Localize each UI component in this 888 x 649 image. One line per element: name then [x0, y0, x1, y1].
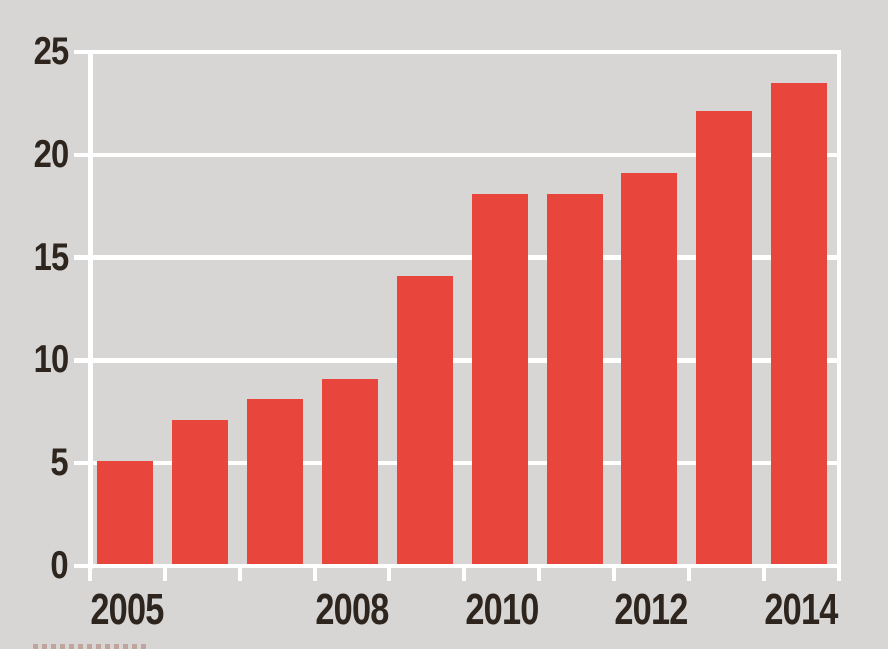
- x-tick: [387, 568, 392, 581]
- bar-2011: [546, 193, 603, 564]
- x-tick: [537, 568, 542, 581]
- x-tick: [836, 568, 841, 581]
- x-tick-label-2012: 2012: [614, 585, 689, 634]
- y-tick-label-25: 25: [33, 30, 69, 73]
- y-tick-label-5: 5: [50, 441, 69, 485]
- x-tick: [162, 568, 167, 581]
- x-tick: [462, 568, 467, 581]
- bar-2010: [471, 193, 528, 564]
- gridline-0: [74, 563, 841, 569]
- x-tick: [237, 568, 242, 581]
- y-tick-label-10: 10: [33, 338, 69, 382]
- gridline-15: [74, 255, 841, 260]
- gridline-25: [74, 49, 841, 55]
- bar-2006: [172, 419, 229, 564]
- gridline-10: [74, 358, 841, 363]
- x-tick-label-2014: 2014: [764, 585, 838, 634]
- x-tick: [761, 568, 766, 581]
- y-tick-label-20: 20: [33, 132, 69, 176]
- x-tick-label-2005: 2005: [90, 585, 165, 634]
- x-tick-label-2008: 2008: [315, 585, 389, 634]
- gridline-5: [74, 460, 841, 466]
- bar-2005: [97, 460, 154, 564]
- x-tick: [88, 568, 92, 581]
- plot-right-border-line: [836, 49, 841, 569]
- y-axis-line: [88, 49, 93, 569]
- bar-2007: [247, 399, 304, 564]
- x-tick: [312, 568, 317, 581]
- x-tick-label-2010: 2010: [465, 585, 539, 634]
- y-tick-label-0: 0: [50, 544, 69, 587]
- bar-2014: [771, 82, 828, 564]
- gridline-20: [74, 152, 841, 158]
- x-tick: [611, 568, 616, 581]
- x-tick: [686, 568, 691, 581]
- y-tick-label-15: 15: [33, 235, 69, 279]
- bar-2013: [696, 111, 753, 564]
- bar-2009: [396, 275, 453, 564]
- bar-2008: [321, 378, 378, 564]
- bar-2012: [621, 173, 678, 564]
- cropped-caption-artifact: [33, 644, 146, 649]
